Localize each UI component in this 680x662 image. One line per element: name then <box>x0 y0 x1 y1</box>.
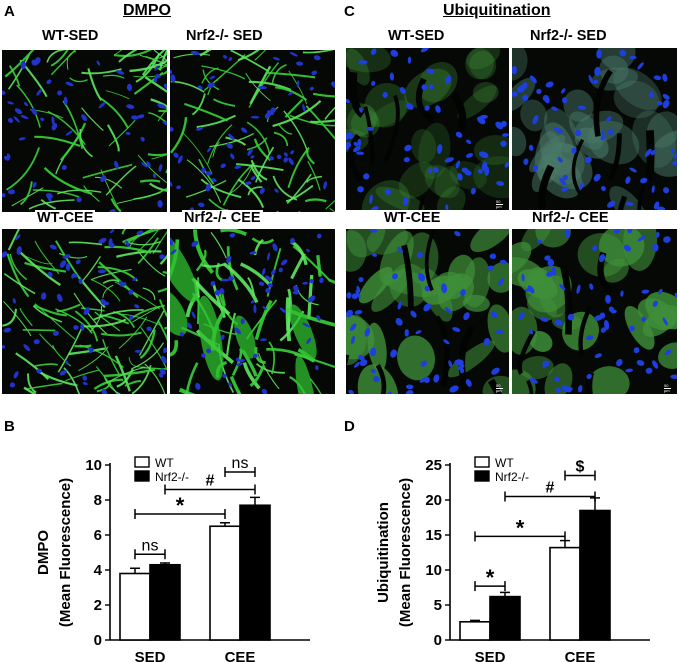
y-tick-label: 10 <box>425 562 442 579</box>
x-tick-label: SED <box>135 649 166 662</box>
scale-bar: 50 µm <box>496 383 503 393</box>
bar <box>119 572 151 641</box>
y-tick-label: 15 <box>425 527 442 544</box>
significance-label: # <box>546 480 555 497</box>
image-label: Nrf2-/- CEE <box>182 210 263 227</box>
panel-letter-b: B <box>4 418 15 435</box>
significance-label: * <box>516 515 525 540</box>
bar <box>239 504 271 641</box>
panel-letter-c: C <box>344 3 355 20</box>
panel-a-title: DMPO <box>123 2 171 19</box>
micrograph-c-3: 50 µm <box>346 229 509 394</box>
y-tick-label: 25 <box>425 457 442 474</box>
micrograph-a-3 <box>2 229 167 394</box>
legend-label: WT <box>495 456 514 470</box>
legend-swatch <box>474 456 490 468</box>
y-tick-label: 0 <box>94 632 102 649</box>
micrograph-texture <box>170 229 335 394</box>
bar <box>149 563 181 641</box>
image-label: Nrf2-/- SED <box>528 28 609 45</box>
bar <box>489 595 521 641</box>
image-label: WT-SED <box>386 28 447 45</box>
legend-swatch <box>134 470 150 482</box>
x-tick-label: CEE <box>565 649 596 662</box>
bar <box>549 546 581 641</box>
y-axis-label: (Mean Fluorescence) <box>397 478 414 627</box>
scale-bar: 50 µm <box>496 199 503 209</box>
bar <box>579 509 611 641</box>
micrograph-texture <box>170 50 335 212</box>
y-tick-label: 20 <box>425 492 442 509</box>
image-label: Nrf2-/- CEE <box>530 210 611 227</box>
micrograph-texture <box>2 229 167 394</box>
micrograph-texture <box>2 50 167 212</box>
micrograph-texture <box>346 48 509 210</box>
y-axis-label: DMPO <box>35 530 52 575</box>
y-tick-label: 5 <box>434 597 442 614</box>
micrograph-texture <box>512 48 677 210</box>
legend-swatch <box>134 456 150 468</box>
chart-ubiquitination: 0 5 10 15 20 25 Ubiquitination (Mean Fluorescen… <box>375 456 650 662</box>
panel-letter-d: D <box>344 418 355 435</box>
y-tick-label: 2 <box>94 597 102 614</box>
panel-c-title: Ubiquitination <box>443 2 551 19</box>
y-tick-label: 0 <box>434 632 442 649</box>
y-tick-label: 6 <box>94 527 102 544</box>
significance-label: ns <box>142 537 159 554</box>
micrograph-c-2 <box>512 48 677 210</box>
significance-label: $ <box>576 459 585 476</box>
image-label: WT-CEE <box>382 210 443 227</box>
image-label: Nrf2-/- SED <box>184 28 265 45</box>
y-tick-label: 4 <box>94 562 103 579</box>
significance-label: ns <box>232 455 249 472</box>
x-tick-label: SED <box>475 649 506 662</box>
micrograph-c-4: 50 µm <box>512 229 677 394</box>
image-label: WT-CEE <box>35 210 96 227</box>
panel-letter-a: A <box>4 3 15 20</box>
x-tick-label: CEE <box>225 649 256 662</box>
y-tick-label: 10 <box>85 457 102 474</box>
micrograph-a-1 <box>2 50 167 212</box>
micrograph-texture <box>512 229 677 394</box>
micrograph-a-4 <box>170 229 335 394</box>
image-label: WT-SED <box>40 28 101 45</box>
y-tick-label: 8 <box>94 492 102 509</box>
legend-label: Nrf2-/- <box>495 470 529 484</box>
bar <box>459 621 491 641</box>
micrograph-c-1: 50 µm <box>346 48 509 210</box>
significance-label: * <box>176 493 185 518</box>
scale-bar: 50 µm <box>664 383 671 393</box>
micrograph-texture <box>346 229 509 394</box>
significance-label: * <box>486 565 495 590</box>
legend-label: Nrf2-/- <box>155 470 189 484</box>
y-axis-label: Ubiquitination <box>375 502 392 603</box>
micrograph-a-2 <box>170 50 335 212</box>
y-axis-label: (Mean Fluorescence) <box>57 478 74 627</box>
legend-label: WT <box>155 456 174 470</box>
bar <box>209 525 241 641</box>
chart-dmpo: 0 2 4 6 8 10 DMPO (Mean Fluorescence) SED CEE WTNr… <box>35 455 310 662</box>
legend-swatch <box>474 470 490 482</box>
significance-label: # <box>206 473 215 490</box>
